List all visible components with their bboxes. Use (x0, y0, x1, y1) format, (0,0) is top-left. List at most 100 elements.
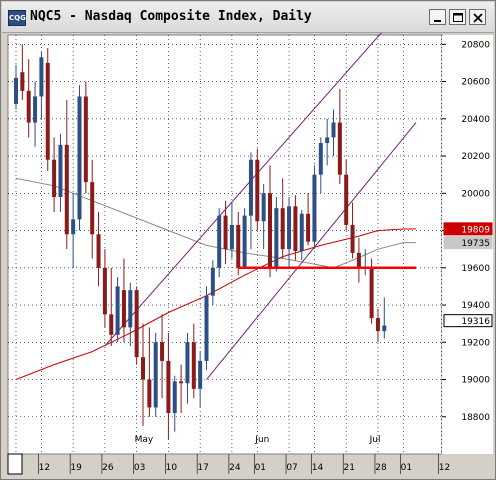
price-tag-box (443, 314, 493, 328)
x-tick-label: 28 (375, 463, 387, 473)
x-tick-label: 14 (312, 463, 324, 473)
price-tag-label: 19809 (461, 225, 490, 235)
candle-body (191, 342, 196, 389)
candle-body (198, 360, 203, 389)
candle-body (153, 342, 158, 408)
close-button[interactable] (469, 9, 486, 25)
x-tick-label: 01 (255, 463, 266, 473)
candle-body (204, 295, 209, 361)
scroll-handle[interactable] (7, 453, 23, 475)
candle-body (26, 90, 31, 123)
candle-body (109, 314, 114, 335)
candle-body (325, 137, 330, 144)
y-tick-label: 20800 (461, 40, 490, 50)
candle-body (306, 213, 311, 242)
month-label: May (135, 435, 154, 445)
price-tag-label: 19316 (461, 317, 490, 327)
price-chart[interactable]: 1880019000192001940019600198002000020200… (2, 33, 494, 477)
candle-body (280, 208, 285, 250)
moving-averages (15, 177, 417, 380)
month-label: Jun (254, 435, 269, 445)
cqg-app-icon: CQG (8, 10, 26, 26)
month-label: Jul (369, 435, 381, 445)
price-tag-box (443, 222, 493, 236)
candle-body (77, 96, 82, 220)
candle-body (350, 224, 355, 253)
candle-body (45, 62, 50, 160)
sma-fast-line (15, 228, 417, 380)
candle-body (14, 77, 18, 104)
candle-body (242, 215, 247, 268)
candle-body (20, 72, 25, 91)
x-axis-labels: r1219260310172401071421280112MayJunJul (12, 435, 450, 474)
candle-body (248, 159, 253, 216)
candle-body (217, 215, 222, 268)
y-tick-label: 19400 (461, 301, 490, 311)
candle-body (96, 234, 101, 268)
x-tick-label: 01 (401, 463, 412, 473)
candle-body (102, 267, 107, 315)
candle-body (166, 360, 171, 414)
candle-body (115, 286, 120, 335)
candle-body (121, 290, 126, 328)
candle-body (274, 208, 279, 268)
channel-lower-line (206, 122, 417, 380)
x-tick-label: 21 (343, 463, 354, 473)
candle-body (312, 174, 317, 242)
y-tick-label: 18800 (461, 413, 490, 423)
candle-body (318, 143, 323, 175)
close-icon (473, 13, 483, 23)
candle-body (134, 290, 139, 358)
candle-body (71, 219, 76, 235)
candle-body (172, 381, 177, 414)
maximize-icon (453, 13, 463, 22)
trend-channel (104, 33, 417, 380)
price-tag-label: 19735 (461, 239, 490, 249)
price-tag-box (443, 236, 493, 250)
candle-body (83, 96, 88, 183)
title-bar[interactable]: CQG NQC5 - Nasdaq Composite Index, Daily (2, 2, 494, 33)
candle-body (160, 342, 165, 361)
y-tick-label: 20600 (461, 78, 490, 88)
candle-body (52, 159, 57, 198)
x-tick-label: 24 (229, 463, 241, 473)
candle-body (223, 215, 228, 250)
candle-body (128, 290, 133, 328)
candle-body (293, 206, 298, 252)
x-tick-label: 10 (166, 463, 178, 473)
candle-body (185, 342, 190, 384)
candle-body (337, 122, 342, 175)
candle-body (261, 193, 266, 222)
candle-body (344, 174, 349, 225)
candle-body (39, 57, 44, 97)
x-tick-label: 12 (439, 463, 450, 473)
candle-body (33, 96, 38, 123)
candle-body (287, 206, 292, 250)
channel-upper-line (104, 33, 382, 347)
y-tick-label: 19200 (461, 338, 490, 348)
candle-body (255, 159, 260, 222)
sma-slow-line (15, 177, 416, 269)
candle-body (299, 213, 304, 252)
candle-body (369, 267, 374, 319)
candle-body (58, 144, 63, 198)
minimize-icon (434, 20, 441, 22)
x-tick-label: 07 (286, 463, 297, 473)
y-tick-label: 20000 (461, 189, 490, 199)
minimize-button[interactable] (429, 9, 446, 25)
candles (14, 44, 387, 440)
candle-body (64, 144, 69, 235)
x-tick-label: 26 (102, 463, 114, 473)
candle-body (356, 252, 361, 268)
candle-body (141, 357, 145, 380)
x-tick-label: 12 (39, 463, 50, 473)
candle-body (268, 193, 272, 268)
maximize-button[interactable] (449, 9, 466, 25)
y-tick-label: 20200 (461, 152, 490, 162)
candle-body (90, 182, 95, 235)
candle-body (229, 224, 234, 250)
y-tick-label: 19600 (461, 264, 490, 274)
price-tags: 19809 19735 19316 (443, 222, 493, 328)
y-tick-label: 19000 (461, 376, 490, 386)
